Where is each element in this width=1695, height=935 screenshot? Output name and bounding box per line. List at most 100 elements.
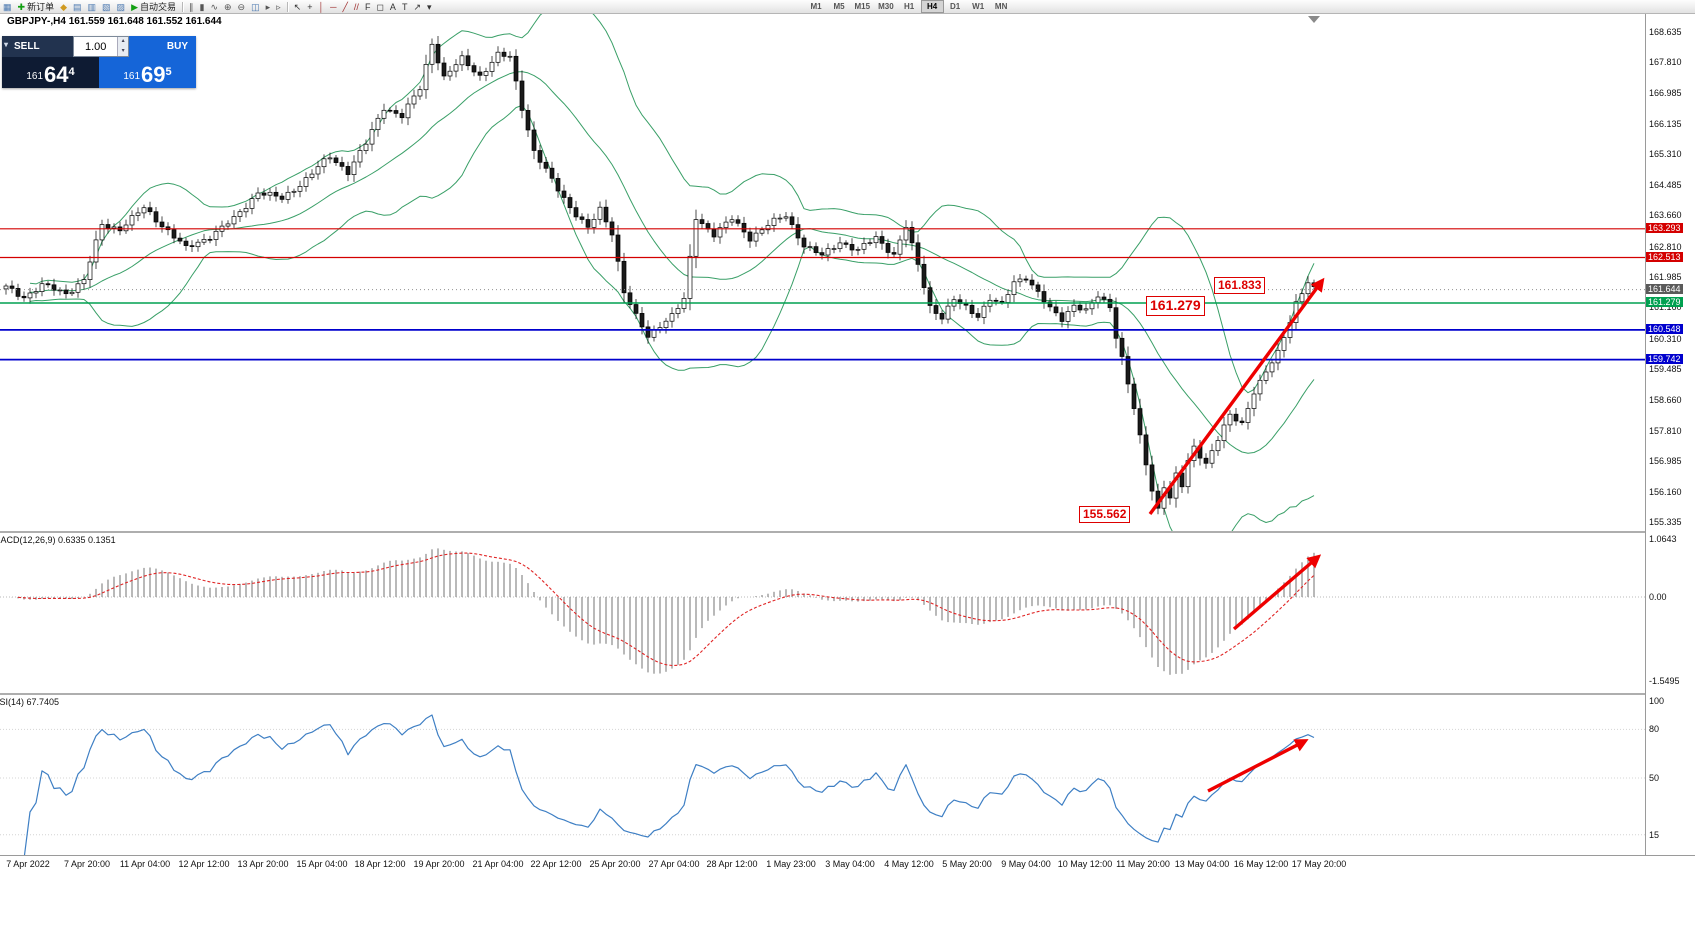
time-axis-label: 19 Apr 20:00 <box>413 859 465 869</box>
volume-input[interactable] <box>74 37 118 56</box>
zoom-out-icon[interactable]: ⊖ <box>235 1 249 13</box>
crosshair-icon[interactable]: + <box>304 1 315 13</box>
candlestick-mode-icon: ▮ <box>199 1 205 12</box>
fibonacci-icon[interactable]: F <box>362 1 374 13</box>
market-watch-icon: ▤ <box>73 1 82 12</box>
trade-panel-collapse-icon[interactable]: ▾ <box>4 40 9 49</box>
bollinger-bands <box>29 13 1315 531</box>
buy-button[interactable]: BUY <box>129 36 196 57</box>
timeframe-m15[interactable]: M15 <box>854 2 871 11</box>
timeframe-m5[interactable]: M5 <box>833 2 845 11</box>
chart-profiles-icon[interactable]: ◆ <box>57 1 70 13</box>
play-icon: ▶ <box>131 1 138 12</box>
chart-shift-marker[interactable] <box>1308 16 1320 23</box>
trendline-icon[interactable]: ╱ <box>340 1 351 13</box>
chart-profiles-icon: ◆ <box>60 1 67 12</box>
panel-separator[interactable] <box>0 531 1695 533</box>
price-axis-label: 156.160 <box>1649 487 1682 497</box>
chart-shift-icon[interactable]: ▹ <box>273 1 284 13</box>
horizontal-price-lines[interactable] <box>0 228 1645 361</box>
tile-windows-icon[interactable]: ◫ <box>248 1 263 13</box>
zoom-out-icon: ⊖ <box>237 1 246 12</box>
macd-axis-label: 1.0643 <box>1649 534 1677 544</box>
toolbar-separator <box>286 1 288 12</box>
bar-chart-mode-icon: ∥ <box>189 1 194 12</box>
time-axis[interactable]: 7 Apr 2022 7 Apr 20:00 11 Apr 04:00 12 Apr … <box>0 855 1695 874</box>
plus-icon: ✚ <box>17 1 26 12</box>
new-chart-icon[interactable]: ▦ <box>0 1 15 13</box>
macd-histogram <box>11 548 1315 675</box>
candlestick-chart[interactable] <box>0 13 1645 531</box>
price-axis-label: 166.985 <box>1649 88 1682 98</box>
auto-trading-button[interactable]: ▶ 自动交易 <box>128 1 179 13</box>
dropdown-caret-icon: ▾ <box>426 1 432 12</box>
terminal-icon[interactable]: ▨ <box>114 1 129 13</box>
time-axis-label: 10 May 12:00 <box>1057 859 1113 869</box>
market-watch-icon[interactable]: ▤ <box>70 1 85 13</box>
macd-panel[interactable]: MACD(12,26,9) 0.6335 0.1351 <box>0 533 1645 693</box>
line-chart-mode-icon: ∿ <box>210 1 218 12</box>
bid-price[interactable]: 161 64 4 <box>2 57 99 88</box>
new-chart-icon: ▦ <box>3 1 12 12</box>
time-axis-label: 7 Apr 20:00 <box>63 859 111 869</box>
rsi-axis-label: 50 <box>1649 773 1660 783</box>
timeframe-m30[interactable]: M30 <box>878 2 894 11</box>
time-axis-label: 15 Apr 04:00 <box>296 859 348 869</box>
price-flag-163.293: 163.293 <box>1646 223 1683 233</box>
ask-big-digits: 69 <box>141 62 166 87</box>
timeframe-h4[interactable]: H4 <box>920 0 944 13</box>
price-annotation-155.562[interactable]: 155.562 <box>1079 506 1131 523</box>
rsi-chart[interactable] <box>0 695 1645 855</box>
timeframe-h1[interactable]: H1 <box>904 2 915 11</box>
toolbar-separator <box>182 1 183 12</box>
bar-chart-mode-icon[interactable]: ∥ <box>186 1 197 13</box>
price-axis-label: 165.310 <box>1649 149 1682 159</box>
ask-prefix: 161 <box>123 71 141 82</box>
volume-decrease-button[interactable]: ▾ <box>118 46 128 56</box>
rsi-panel[interactable]: RSI(14) 67.7405 <box>0 695 1645 855</box>
time-axis-label: 11 May 20:00 <box>1116 859 1170 869</box>
price-axis[interactable]: 168.635 167.810 166.985 166.135 165.310 164.4… <box>1646 13 1695 855</box>
price-annotation-161.279[interactable]: 161.279 <box>1146 296 1205 316</box>
arrows-tool-icon[interactable]: ↗ <box>410 1 424 13</box>
bid-big-digits: 64 <box>44 62 69 87</box>
auto-scroll-icon[interactable]: ▸ <box>263 1 274 13</box>
volume-stepper: ▴ ▾ <box>117 37 128 56</box>
timeframe-w1[interactable]: W1 <box>972 2 985 11</box>
candlestick-mode-icon[interactable]: ▮ <box>197 1 208 13</box>
ask-price[interactable]: 161 69 5 <box>99 57 196 88</box>
data-window-icon: ▥ <box>87 1 97 12</box>
panel-separator[interactable] <box>0 693 1695 695</box>
line-chart-mode-icon[interactable]: ∿ <box>207 1 221 13</box>
bollinger-upper-band <box>29 13 1315 394</box>
macd-chart[interactable] <box>0 533 1645 693</box>
text-label-icon[interactable]: T <box>399 1 411 13</box>
text-label-icon: T <box>401 1 408 12</box>
equidistant-channel-icon[interactable]: // <box>351 1 362 13</box>
navigator-icon[interactable]: ▧ <box>99 1 114 13</box>
price-axis-label: 163.660 <box>1649 210 1682 220</box>
timeframe-d1[interactable]: D1 <box>950 2 961 11</box>
shapes-icon[interactable]: ◻ <box>373 1 386 13</box>
rsi-line <box>23 714 1315 855</box>
timeframe-mn[interactable]: MN <box>994 2 1008 11</box>
zoom-in-icon[interactable]: ⊕ <box>221 1 235 13</box>
new-order-button[interactable]: ✚ 新订单 <box>15 1 58 13</box>
sell-button[interactable]: ▾ SELL <box>2 36 73 57</box>
time-axis-label: 13 May 04:00 <box>1174 859 1230 869</box>
main-chart-panel[interactable]: GBPJPY-,H4 161.559 161.648 161.552 161.6… <box>0 13 1645 531</box>
timeframe-m1[interactable]: M1 <box>810 2 822 11</box>
dropdown-caret-icon[interactable]: ▾ <box>424 1 435 13</box>
data-window-icon[interactable]: ▥ <box>85 1 100 13</box>
volume-increase-button[interactable]: ▴ <box>118 37 128 47</box>
vertical-line-icon[interactable]: │ <box>315 1 327 13</box>
navigator-icon: ▧ <box>102 1 111 12</box>
time-axis-label: 9 May 04:00 <box>1001 859 1051 869</box>
bid-prefix: 161 <box>26 71 44 82</box>
price-annotation-161.833[interactable]: 161.833 <box>1214 277 1266 294</box>
time-axis-label: 5 May 20:00 <box>942 859 992 869</box>
horizontal-line-icon[interactable]: ─ <box>327 1 339 13</box>
cursor-icon[interactable]: ↖ <box>291 1 305 13</box>
text-icon[interactable]: A <box>387 1 399 13</box>
price-flag-159.742: 159.742 <box>1646 354 1683 364</box>
